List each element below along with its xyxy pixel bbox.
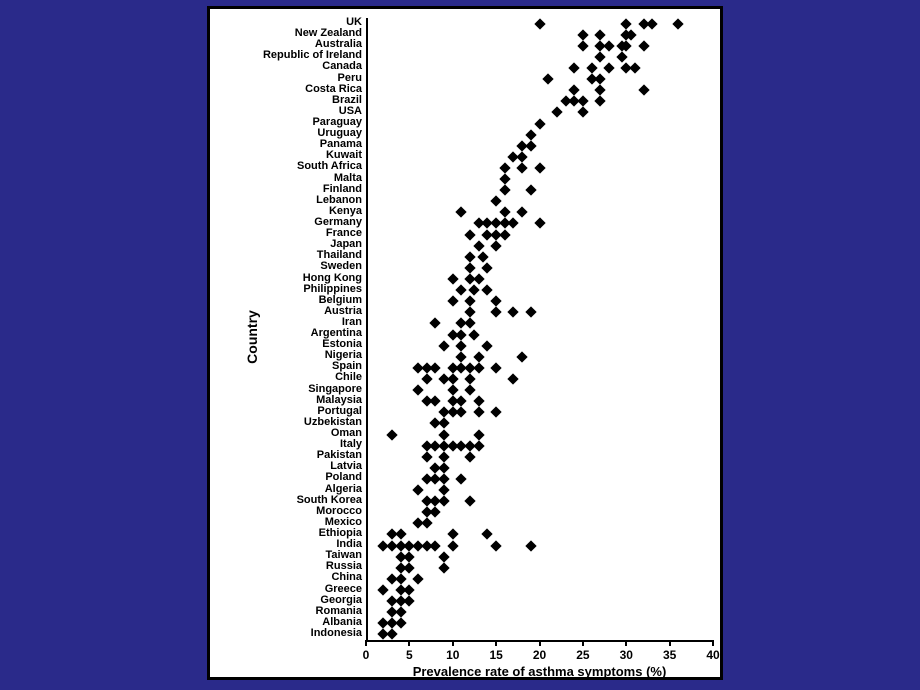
country-label: Canada [322, 61, 362, 72]
country-label: Georgia [320, 595, 362, 606]
country-label: Poland [325, 472, 362, 483]
x-axis-title: Prevalence rate of asthma symptoms (%) [366, 664, 713, 679]
country-label: Hong Kong [303, 273, 362, 284]
x-tick [365, 640, 367, 646]
country-label: South Africa [297, 161, 362, 172]
x-tick-label: 25 [576, 648, 589, 662]
x-tick-label: 35 [663, 648, 676, 662]
country-label: Philippines [303, 284, 362, 295]
country-label: Finland [323, 184, 362, 195]
x-tick-label: 40 [706, 648, 719, 662]
x-tick-label: 15 [489, 648, 502, 662]
x-tick-label: 5 [406, 648, 413, 662]
country-label: South Korea [297, 495, 362, 506]
country-label: Sweden [320, 261, 362, 272]
chart-panel [207, 6, 723, 680]
country-label: Peru [338, 73, 362, 84]
x-tick-label: 10 [446, 648, 459, 662]
y-axis-title: Country [244, 310, 260, 364]
x-tick-label: 0 [363, 648, 370, 662]
x-tick [712, 640, 714, 646]
x-tick [582, 640, 584, 646]
x-tick-label: 20 [533, 648, 546, 662]
country-label: Indonesia [311, 628, 362, 639]
country-label: Chile [335, 372, 362, 383]
x-tick-label: 30 [620, 648, 633, 662]
x-tick [495, 640, 497, 646]
x-tick [625, 640, 627, 646]
x-tick [539, 640, 541, 646]
x-tick [408, 640, 410, 646]
country-label: Malta [334, 173, 362, 184]
country-label: Algeria [325, 484, 362, 495]
country-label: China [331, 572, 362, 583]
y-axis-line [366, 18, 368, 640]
x-tick [452, 640, 454, 646]
country-label: Greece [325, 584, 362, 595]
country-label: Singapore [308, 384, 362, 395]
x-tick [669, 640, 671, 646]
